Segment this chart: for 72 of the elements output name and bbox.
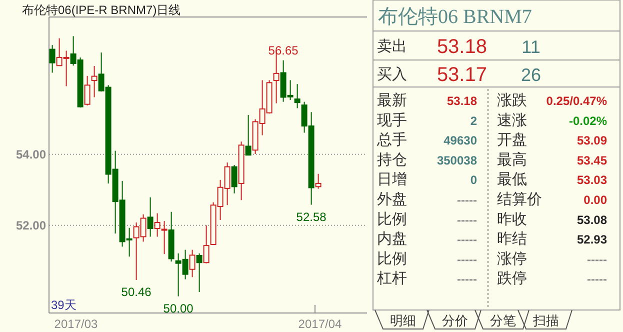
text: 49630 [444, 134, 478, 148]
text: 最新 [377, 92, 407, 109]
text: 最高 [497, 151, 527, 168]
text: 0.25/0.47% [546, 94, 608, 108]
candlestick [196, 252, 202, 293]
candlestick [84, 75, 90, 106]
text: 26 [520, 65, 542, 85]
text: ----- [457, 212, 477, 227]
chart-title: 布伦特06(IPE-R BRNM7)日线 [22, 3, 181, 17]
candlestick [49, 44, 56, 74]
text: 明细 [390, 313, 416, 328]
text: ----- [457, 232, 477, 247]
text: 涨停 [497, 250, 527, 268]
text: 速涨 [497, 112, 527, 129]
candlestick [147, 196, 154, 238]
text: 外盘 [377, 191, 407, 208]
text: 11 [522, 37, 540, 57]
candlestick [203, 224, 210, 264]
text: ----- [587, 252, 607, 266]
text: 分价 [442, 313, 468, 328]
text: 53.08 [576, 212, 608, 227]
annotation: 39天 [51, 298, 76, 312]
y-tick-label: 52.00 [16, 218, 46, 232]
text: ----- [587, 272, 607, 286]
text: 布伦特06 BRNM7 [378, 6, 532, 28]
text: ----- [457, 252, 477, 266]
text: 扫描 [532, 313, 559, 328]
text: 比例 [377, 250, 407, 268]
text: 涨跌 [497, 92, 527, 109]
annotation: 50.00 [163, 301, 194, 316]
candlestick [294, 84, 300, 109]
candlestick [231, 164, 238, 194]
candlestick [315, 173, 322, 190]
text: 日增 [377, 171, 407, 188]
text: 53.18 [436, 36, 487, 58]
text: 53.18 [446, 94, 478, 108]
candlestick [189, 249, 196, 278]
text: 持仓 [377, 151, 407, 168]
text: 现手 [377, 112, 407, 129]
annotation: 52.58 [296, 210, 327, 224]
text: 2017/03 [54, 317, 98, 331]
text: 卖出 [377, 38, 407, 55]
text: 53.17 [436, 64, 487, 86]
text: ----- [457, 193, 477, 207]
text: 杠杆 [376, 270, 407, 288]
text: -0.02% [568, 114, 608, 128]
text: 分笔 [490, 313, 516, 328]
annotation: 56.65 [268, 43, 299, 58]
text: 350038 [436, 153, 478, 168]
text: 最低 [497, 171, 527, 188]
candlestick [91, 65, 98, 98]
text: 0.00 [584, 193, 608, 207]
text: 53.03 [576, 173, 608, 188]
text: 比例 [377, 210, 407, 228]
text: ----- [457, 272, 477, 286]
text: 结算价 [497, 191, 542, 208]
text: 53.45 [576, 153, 608, 168]
text: 买入 [377, 66, 407, 83]
text: 53.09 [576, 134, 608, 148]
annotation: 50.46 [121, 284, 152, 299]
text: 跌停 [497, 270, 527, 288]
text: 2 [470, 114, 478, 128]
text: 0 [470, 173, 478, 188]
text: 昨收 [497, 210, 527, 228]
text: 开盘 [497, 132, 527, 149]
y-tick-label: 54.00 [16, 147, 46, 162]
text: 内盘 [377, 230, 407, 248]
text: 2017/04 [298, 317, 342, 331]
text: 总手 [376, 132, 407, 149]
candlestick [245, 114, 252, 156]
text: 昨结 [497, 230, 527, 248]
text: 52.93 [576, 232, 608, 247]
